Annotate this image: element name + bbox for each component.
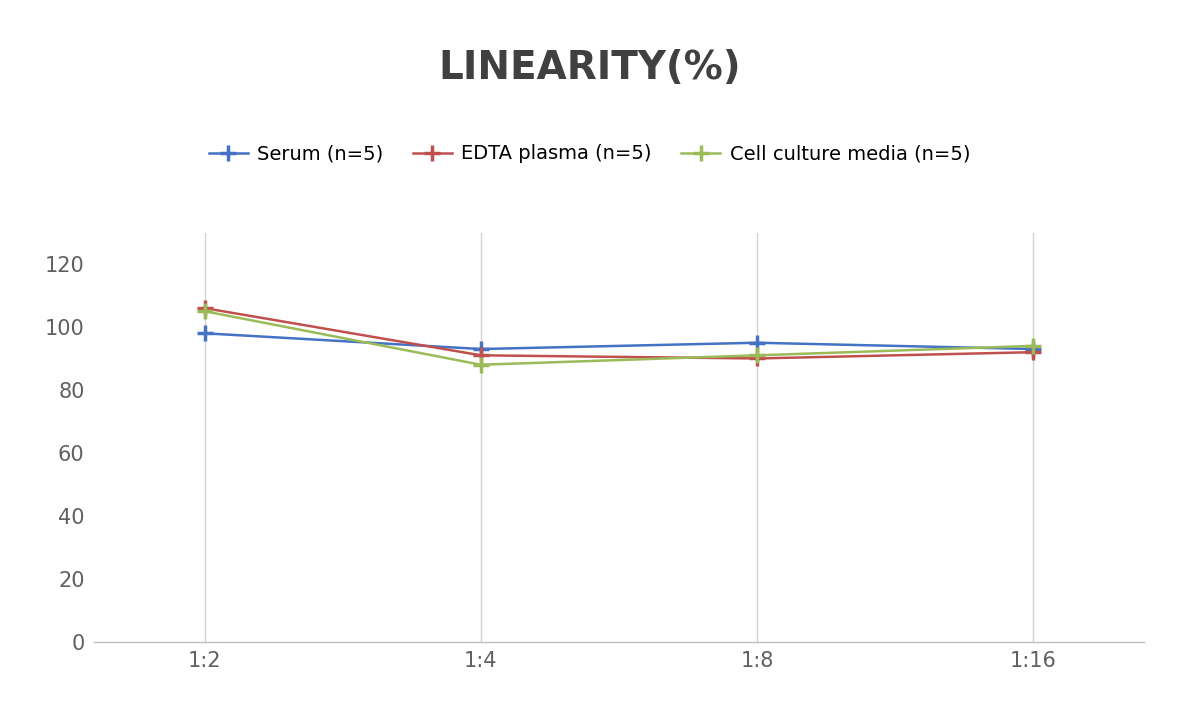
- EDTA plasma (n=5): [1026, 348, 1040, 357]
- Serum (n=5): [198, 329, 212, 338]
- Line: Serum (n=5): Serum (n=5): [197, 325, 1041, 357]
- EDTA plasma (n=5): [198, 304, 212, 312]
- Cell culture media (n=5): [1026, 342, 1040, 350]
- Serum (n=5): [1026, 345, 1040, 353]
- EDTA plasma (n=5): [474, 351, 488, 360]
- EDTA plasma (n=5): [750, 354, 764, 362]
- Serum (n=5): [474, 345, 488, 353]
- Line: Cell culture media (n=5): Cell culture media (n=5): [197, 303, 1041, 373]
- Text: LINEARITY(%): LINEARITY(%): [439, 49, 740, 87]
- Line: EDTA plasma (n=5): EDTA plasma (n=5): [197, 300, 1041, 367]
- Cell culture media (n=5): [198, 307, 212, 316]
- Legend: Serum (n=5), EDTA plasma (n=5), Cell culture media (n=5): Serum (n=5), EDTA plasma (n=5), Cell cul…: [200, 137, 979, 171]
- Cell culture media (n=5): [750, 351, 764, 360]
- Serum (n=5): [750, 338, 764, 347]
- Cell culture media (n=5): [474, 360, 488, 369]
